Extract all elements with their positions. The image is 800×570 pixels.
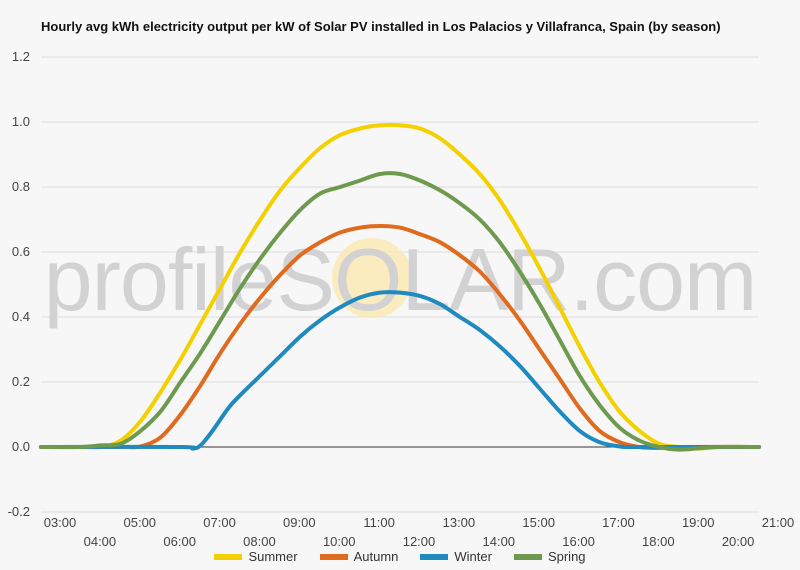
legend-item-spring: Spring — [513, 549, 586, 564]
x-tick-label: 11:00 — [363, 515, 395, 530]
series-line-spring — [39, 171, 761, 452]
y-tick-label: 0.4 — [12, 309, 30, 324]
x-tick-label: 04:00 — [84, 534, 117, 549]
x-tick-label: 16:00 — [562, 534, 595, 549]
x-tick-label: 15:00 — [522, 515, 555, 530]
legend-item-winter: Winter — [420, 549, 492, 564]
x-tick-label: 07:00 — [203, 515, 236, 530]
x-tick-label: 08:00 — [243, 534, 276, 549]
legend-swatch — [214, 553, 243, 560]
watermark-sun-icon — [332, 238, 412, 318]
legend-item-summer: Summer — [214, 549, 298, 564]
legend-label: Spring — [547, 549, 586, 564]
watermark-text: profileSOLAR.com — [44, 230, 757, 329]
x-tick-label: 18:00 — [642, 534, 675, 549]
x-tick-label: 14:00 — [483, 534, 516, 549]
x-tick-label: 10:00 — [323, 534, 356, 549]
x-tick-label: 13:00 — [443, 515, 476, 530]
y-tick-label: -0.2 — [8, 504, 30, 519]
y-tick-label: 0.6 — [12, 244, 30, 259]
legend-label: Autumn — [353, 549, 399, 564]
watermark: profileSOLAR.com — [44, 230, 758, 329]
x-axis-ticks: 03:00 04:00 05:00 06:00 07:00 08:00 09:00 10:00… — [44, 515, 795, 549]
series-line-summer — [39, 122, 761, 451]
chart-title: Hourly avg kWh electricity output per kW… — [41, 19, 721, 34]
y-tick-label: 1.2 — [12, 49, 30, 64]
legend: Summer Autumn Winter Spring — [0, 549, 800, 564]
series-lines — [39, 122, 761, 452]
legend-swatch — [319, 553, 348, 560]
x-tick-label: 09:00 — [283, 515, 316, 530]
legend-swatch — [513, 553, 542, 560]
y-tick-label: 1.0 — [12, 114, 30, 129]
y-axis-ticks: -0.2 0.0 0.2 0.4 0.6 0.8 1.0 1.2 — [8, 49, 30, 519]
y-tick-label: 0.0 — [12, 439, 30, 454]
x-tick-label: 05:00 — [124, 515, 157, 530]
legend-label: Summer — [248, 549, 298, 564]
x-tick-label: 03:00 — [44, 515, 77, 530]
y-tick-label: 0.2 — [12, 374, 30, 389]
legend-label: Winter — [454, 549, 492, 564]
x-tick-label: 17:00 — [602, 515, 635, 530]
x-tick-label: 06:00 — [163, 534, 196, 549]
legend-item-autumn: Autumn — [319, 549, 399, 564]
x-tick-label: 21:00 — [762, 515, 795, 530]
legend-swatch — [420, 553, 449, 560]
x-tick-label: 19:00 — [682, 515, 715, 530]
x-tick-label: 20:00 — [722, 534, 755, 549]
x-tick-label: 12:00 — [403, 534, 436, 549]
series-line-autumn — [39, 224, 761, 450]
series-line-winter — [39, 290, 761, 451]
y-tick-label: 0.8 — [12, 179, 30, 194]
